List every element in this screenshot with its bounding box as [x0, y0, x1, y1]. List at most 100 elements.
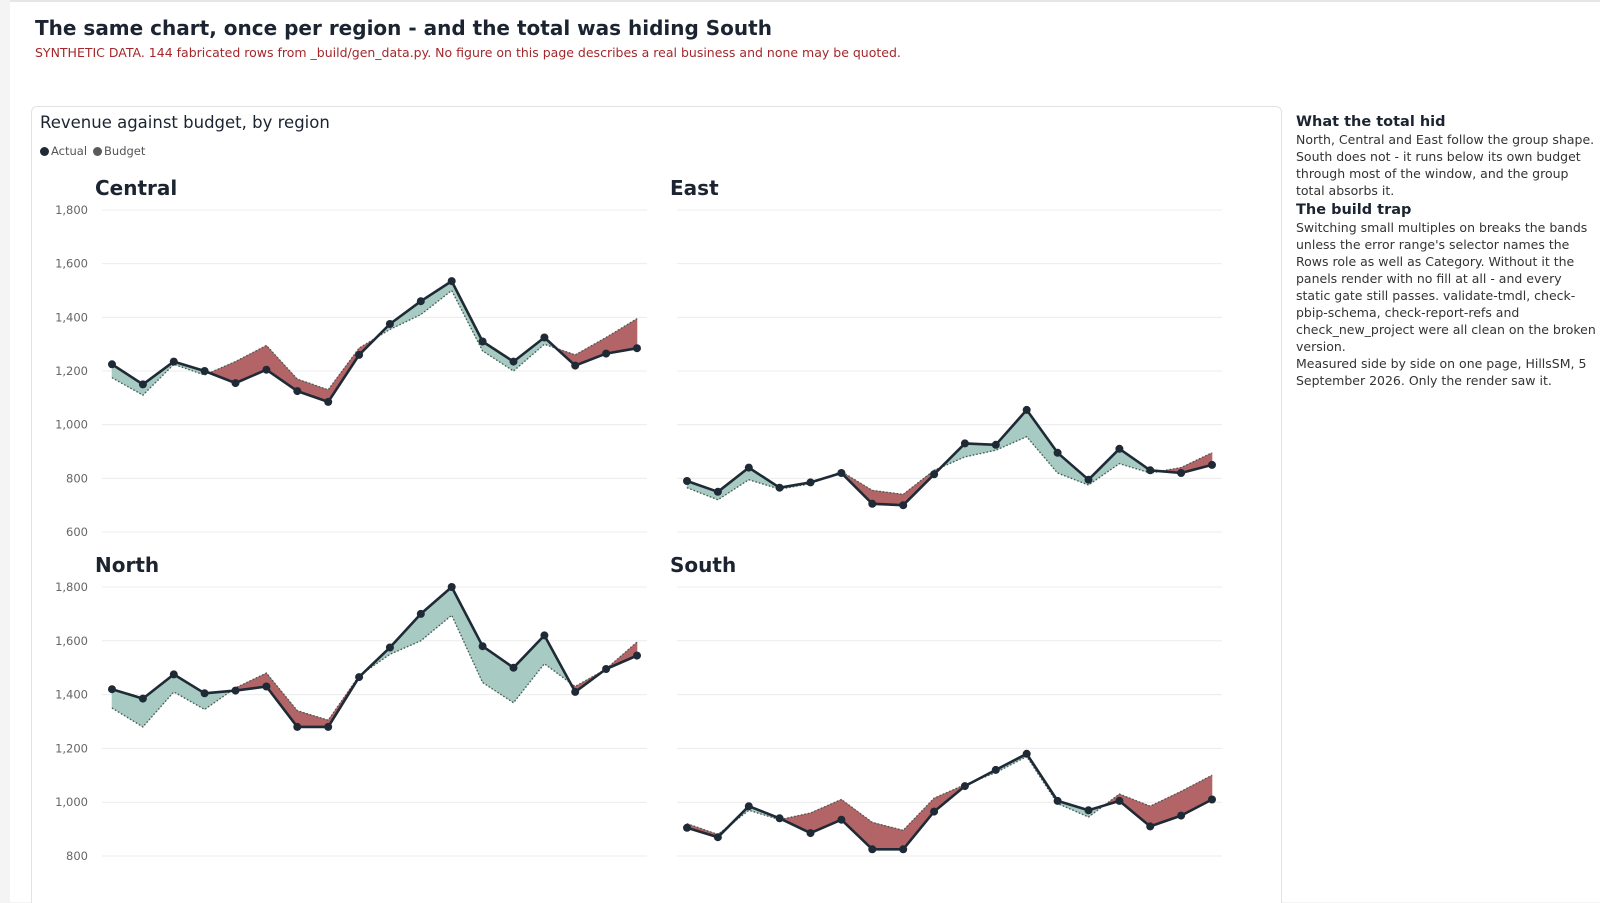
actual-point-north-13	[509, 663, 518, 672]
actual-point-central-9	[385, 320, 394, 328]
budget-line-north	[111, 614, 638, 728]
actual-point-central-16	[602, 349, 611, 358]
legend-item-actual[interactable]: Actual	[40, 144, 87, 158]
actual-point-south-15	[1146, 822, 1155, 831]
y-tick-label-north-1800: 1,800	[55, 580, 88, 594]
budget-line-central	[111, 289, 638, 396]
page-title: The same chart, once per region - and th…	[35, 16, 772, 40]
actual-point-north-15	[571, 687, 580, 696]
actual-point-south-4	[806, 829, 815, 838]
actual-point-north-4	[231, 686, 240, 695]
y-tick-label-central-1000: 1,000	[55, 418, 88, 432]
actual-point-east-10	[991, 440, 1000, 449]
panel-label-north: North	[95, 553, 159, 577]
actual-point-east-5	[837, 469, 846, 477]
commentary-body-trap: Switching small multiples on breaks the …	[1296, 220, 1596, 354]
actual-point-north-9	[385, 643, 394, 652]
variance-band-south-6-0	[871, 822, 904, 850]
actual-point-central-0	[108, 360, 116, 369]
report-canvas: The same chart, once per region - and th…	[10, 0, 1600, 903]
actual-point-south-6	[868, 845, 877, 854]
actual-point-central-1	[138, 380, 147, 389]
commentary-heading-total: What the total hid	[1296, 114, 1446, 130]
y-tick-label-north-1000: 1,000	[55, 795, 88, 809]
actual-point-east-3	[775, 483, 784, 492]
actual-point-north-3	[200, 689, 209, 698]
actual-point-south-2	[744, 802, 753, 811]
actual-point-east-7	[899, 501, 908, 510]
actual-line-south	[686, 752, 1213, 851]
synthetic-data-disclaimer: SYNTHETIC DATA. 144 fabricated rows from…	[35, 45, 901, 60]
legend-dot-budget	[93, 146, 103, 156]
budget-line-east	[686, 435, 1213, 501]
legend-item-budget[interactable]: Budget	[93, 144, 145, 158]
actual-point-north-7	[324, 722, 333, 731]
actual-point-north-0	[108, 685, 116, 694]
actual-point-east-8	[930, 470, 939, 479]
actual-point-north-8	[355, 673, 364, 682]
actual-point-south-11	[1022, 749, 1031, 758]
panel-label-central: Central	[95, 176, 177, 200]
actual-point-east-15	[1146, 466, 1155, 475]
chart-title: Revenue against budget, by region	[40, 113, 330, 132]
actual-point-central-8	[355, 350, 364, 359]
budget-line-south	[686, 755, 1213, 836]
actual-point-north-2	[169, 670, 178, 679]
actual-line-central	[111, 279, 638, 404]
actual-point-south-5	[837, 815, 846, 824]
actual-point-south-8	[930, 807, 939, 816]
actual-point-north-16	[602, 665, 611, 673]
actual-point-central-15	[571, 361, 580, 370]
y-tick-label-central-600: 600	[66, 525, 88, 539]
actual-point-east-11	[1022, 405, 1031, 414]
actual-point-east-14	[1115, 444, 1124, 453]
legend-label-budget: Budget	[104, 144, 146, 158]
variance-band-central-5-0	[266, 344, 298, 392]
y-tick-label-central-1200: 1,200	[55, 364, 88, 378]
actual-point-north-6	[293, 722, 302, 731]
actual-point-central-12	[478, 337, 487, 346]
variance-band-north-1-0	[142, 673, 175, 728]
actual-point-central-6	[293, 387, 302, 396]
actual-point-east-0	[683, 477, 691, 485]
commentary-heading-trap: The build trap	[1296, 202, 1412, 218]
y-tick-label-central-800: 800	[66, 471, 88, 485]
actual-point-south-10	[991, 765, 1000, 774]
legend-dot-actual	[40, 146, 49, 156]
y-tick-label-north-1600: 1,600	[55, 634, 88, 648]
y-tick-label-central-1400: 1,400	[55, 310, 88, 324]
variance-band-south-16-0	[1180, 774, 1213, 817]
actual-point-north-17	[633, 651, 641, 660]
variance-band-north-13-0	[513, 634, 545, 704]
actual-point-north-10	[416, 609, 425, 618]
actual-point-south-7	[899, 845, 908, 854]
actual-point-east-9	[960, 439, 969, 448]
actual-point-north-12	[478, 642, 487, 651]
actual-point-east-12	[1053, 448, 1062, 457]
actual-line-east	[686, 408, 1213, 507]
variance-band-north-16-0	[605, 641, 638, 670]
variance-band-central-6-0	[296, 378, 329, 403]
actual-point-east-17	[1208, 460, 1216, 469]
actual-point-north-5	[262, 682, 271, 691]
actual-point-east-16	[1177, 469, 1186, 477]
y-tick-label-central-1800: 1,800	[55, 203, 88, 217]
actual-point-central-13	[509, 357, 518, 366]
actual-point-east-4	[806, 478, 815, 487]
actual-point-central-2	[169, 357, 178, 366]
commentary-panel: What the total hid North, Central and Ea…	[1296, 113, 1596, 389]
actual-line-north	[111, 585, 638, 729]
actual-point-south-16	[1177, 811, 1186, 820]
y-tick-label-north-1200: 1,200	[55, 741, 88, 755]
actual-point-north-14	[540, 631, 549, 640]
chart-visual[interactable]: Revenue against budget, by region Actual…	[31, 106, 1282, 903]
commentary-body-total: North, Central and East follow the group…	[1296, 132, 1595, 198]
variance-band-north-10-0	[420, 586, 453, 642]
actual-point-north-1	[138, 694, 147, 703]
actual-point-south-17	[1208, 795, 1216, 804]
actual-point-east-6	[868, 499, 877, 508]
y-tick-label-north-1400: 1,400	[55, 688, 88, 702]
small-multiples-chart: 600 800 1,000 1,200 1,400 1,600 1,800 Central Ea…	[55, 176, 1222, 863]
actual-point-central-17	[633, 344, 641, 353]
panel-label-south: South	[670, 553, 736, 577]
